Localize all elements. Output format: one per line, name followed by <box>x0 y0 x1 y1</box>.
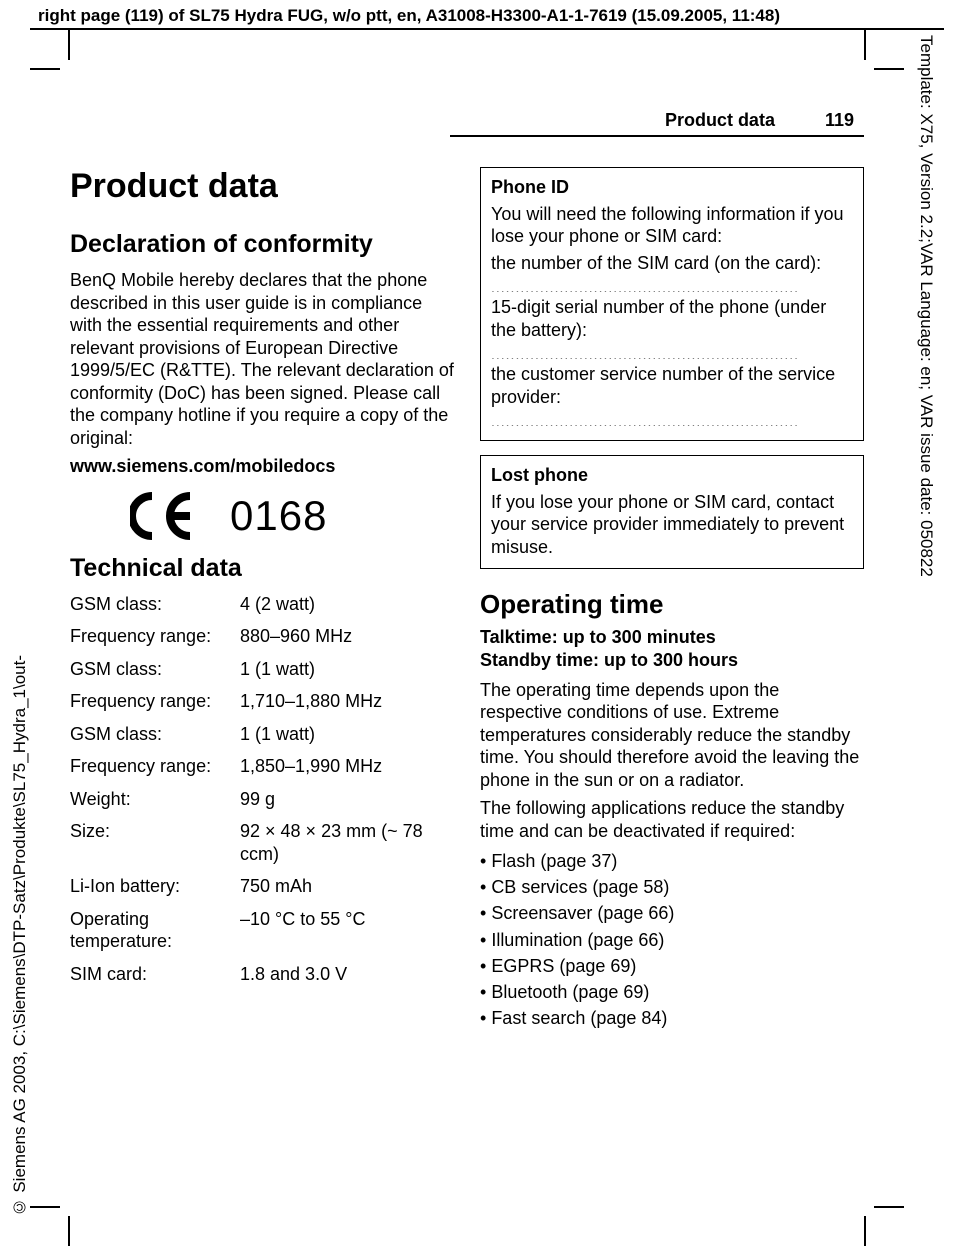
banner-bold: right page (119) <box>38 6 164 25</box>
dotted-fill-line: ........................................… <box>491 280 853 292</box>
crop-mark <box>864 30 866 60</box>
tech-value: 1,850–1,990 MHz <box>240 755 454 778</box>
operating-subhead: Talktime: up to 300 minutes Standby time… <box>480 626 864 673</box>
dotted-fill-line: ........................................… <box>491 414 853 426</box>
left-column: Product data Declaration of conformity B… <box>70 167 454 1031</box>
tech-row: GSM class:4 (2 watt) <box>70 593 454 616</box>
lost-phone-box: Lost phone If you lose your phone or SIM… <box>480 455 864 569</box>
tech-label: Operating temperature: <box>70 908 240 953</box>
h2-technical-data: Technical data <box>70 554 454 583</box>
crop-mark <box>68 30 70 60</box>
tech-row: Frequency range:1,710–1,880 MHz <box>70 690 454 713</box>
crop-mark <box>68 1216 70 1246</box>
tech-label: GSM class: <box>70 723 240 746</box>
tech-value: 99 g <box>240 788 454 811</box>
banner-rest: of SL75 Hydra FUG, w/o ptt, en, A31008-H… <box>164 6 780 25</box>
standby-line: Standby time: up to 300 hours <box>480 650 738 670</box>
list-item: EGPRS (page 69) <box>480 953 864 979</box>
operating-para-1: The operating time depends upon the resp… <box>480 679 864 792</box>
tech-row: Operating temperature:–10 °C to 55 °C <box>70 908 454 953</box>
ce-mark-icon <box>130 492 204 540</box>
declaration-url: www.siemens.com/mobiledocs <box>70 455 454 478</box>
running-pageno: 119 <box>825 110 854 131</box>
page-body: Product data 119 Product data Declaratio… <box>70 70 864 1206</box>
tech-row: Frequency range:1,850–1,990 MHz <box>70 755 454 778</box>
tech-label: Frequency range: <box>70 625 240 648</box>
tech-label: Frequency range: <box>70 690 240 713</box>
talktime-line: Talktime: up to 300 minutes <box>480 627 716 647</box>
tech-row: Weight:99 g <box>70 788 454 811</box>
tech-row: GSM class:1 (1 watt) <box>70 723 454 746</box>
phone-id-line: the customer service number of the servi… <box>491 363 853 408</box>
tech-row: Li-Ion battery:750 mAh <box>70 875 454 898</box>
phone-id-line: the number of the SIM card (on the card)… <box>491 252 853 275</box>
right-column: Phone ID You will need the following inf… <box>480 167 864 1031</box>
lost-phone-title: Lost phone <box>491 464 853 487</box>
running-title: Product data <box>665 110 775 131</box>
tech-row: GSM class:1 (1 watt) <box>70 658 454 681</box>
running-head: Product data 119 <box>450 110 864 137</box>
list-item: Bluetooth (page 69) <box>480 979 864 1005</box>
crop-mark <box>30 68 60 70</box>
tech-value: 750 mAh <box>240 875 454 898</box>
tech-label: Size: <box>70 820 240 865</box>
tech-label: GSM class: <box>70 658 240 681</box>
phone-id-title: Phone ID <box>491 176 853 199</box>
list-item: Flash (page 37) <box>480 848 864 874</box>
crop-mark <box>864 1216 866 1246</box>
list-item: Fast search (page 84) <box>480 1005 864 1031</box>
technical-data-table: GSM class:4 (2 watt) Frequency range:880… <box>70 593 454 986</box>
tech-value: 1,710–1,880 MHz <box>240 690 454 713</box>
declaration-paragraph: BenQ Mobile hereby declares that the pho… <box>70 269 454 449</box>
phone-id-line: You will need the following information … <box>491 203 853 248</box>
tech-value: 4 (2 watt) <box>240 593 454 616</box>
tech-value: 1.8 and 3.0 V <box>240 963 454 986</box>
ce-mark-block: 0168 <box>130 492 454 540</box>
phone-id-box: Phone ID You will need the following inf… <box>480 167 864 441</box>
side-left-text: © Siemens AG 2003, C:\Siemens\DTP-Satz\P… <box>10 655 30 1216</box>
tech-row: SIM card:1.8 and 3.0 V <box>70 963 454 986</box>
crop-mark <box>874 68 904 70</box>
tech-value: 1 (1 watt) <box>240 723 454 746</box>
list-item: Screensaver (page 66) <box>480 900 864 926</box>
tech-label: Li-Ion battery: <box>70 875 240 898</box>
tech-label: SIM card: <box>70 963 240 986</box>
dotted-fill-line: ........................................… <box>491 347 853 359</box>
tech-label: Weight: <box>70 788 240 811</box>
tech-value: 1 (1 watt) <box>240 658 454 681</box>
side-right-text: Template: X75, Version 2.2;VAR Language:… <box>916 35 936 577</box>
h3-operating-time: Operating time <box>480 589 864 620</box>
lost-phone-body: If you lose your phone or SIM card, cont… <box>491 491 853 559</box>
ce-number: 0168 <box>230 492 327 540</box>
tech-value: 92 × 48 × 23 mm (~ 78 ccm) <box>240 820 454 865</box>
phone-id-line: 15-digit serial number of the phone (und… <box>491 296 853 341</box>
tech-label: Frequency range: <box>70 755 240 778</box>
standby-apps-list: Flash (page 37) CB services (page 58) Sc… <box>480 848 864 1031</box>
tech-row: Frequency range:880–960 MHz <box>70 625 454 648</box>
columns: Product data Declaration of conformity B… <box>70 167 864 1031</box>
top-banner: right page (119) of SL75 Hydra FUG, w/o … <box>30 0 944 30</box>
crop-mark <box>30 1206 60 1208</box>
list-item: CB services (page 58) <box>480 874 864 900</box>
crop-mark <box>874 1206 904 1208</box>
operating-para-2: The following applications reduce the st… <box>480 797 864 842</box>
list-item: Illumination (page 66) <box>480 927 864 953</box>
tech-label: GSM class: <box>70 593 240 616</box>
tech-value: –10 °C to 55 °C <box>240 908 454 953</box>
h1-product-data: Product data <box>70 167 454 206</box>
h2-declaration: Declaration of conformity <box>70 230 454 259</box>
tech-row: Size:92 × 48 × 23 mm (~ 78 ccm) <box>70 820 454 865</box>
tech-value: 880–960 MHz <box>240 625 454 648</box>
